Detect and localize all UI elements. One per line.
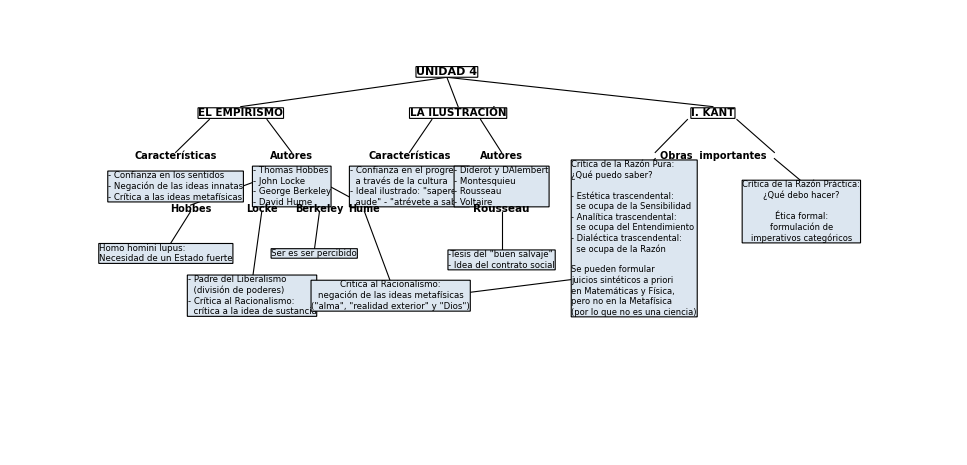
- Text: Obras  importantes: Obras importantes: [659, 151, 766, 161]
- Text: - Padre del Liberalismo
  (división de poderes)
- Crítica al Racionalismo:
  crí: - Padre del Liberalismo (división de pod…: [188, 275, 316, 316]
- Text: Rousseau: Rousseau: [473, 204, 530, 214]
- Text: - Diderot y DAlembert
- Montesquieu
- Rousseau
- Voltaire: - Diderot y DAlembert - Montesquieu - Ro…: [454, 166, 549, 206]
- Text: EL EMPIRISMO: EL EMPIRISMO: [198, 108, 283, 118]
- Text: Autores: Autores: [270, 151, 313, 161]
- Text: Ser es ser percibido: Ser es ser percibido: [272, 249, 357, 258]
- Text: Homo homini lupus:
Necesidad de un Estado fuerte: Homo homini lupus: Necesidad de un Estad…: [99, 244, 233, 263]
- Text: Características: Características: [134, 151, 217, 161]
- Text: Características: Características: [368, 151, 451, 161]
- Text: LA ILUSTRACIÓN: LA ILUSTRACIÓN: [410, 108, 507, 118]
- Text: Berkeley: Berkeley: [295, 204, 343, 214]
- Text: Crítica de la Razón Práctica:
¿Qué debo hacer?

Ética formal:
formulación de
imp: Crítica de la Razón Práctica: ¿Qué debo …: [743, 180, 861, 243]
- Text: Crítica de la Razón Pura:
¿Qué puedo saber?

- Estética trascendental:
  se ocup: Crítica de la Razón Pura: ¿Qué puedo sab…: [571, 160, 697, 317]
- Text: - Thomas Hobbes
- John Locke
- George Berkeley
- David Hume: - Thomas Hobbes - John Locke - George Be…: [252, 166, 331, 206]
- Text: -Tesis del "buen salvaje"
- Idea del contrato social: -Tesis del "buen salvaje" - Idea del con…: [449, 250, 555, 270]
- Text: Locke: Locke: [246, 204, 278, 214]
- Text: I. KANT: I. KANT: [691, 108, 735, 118]
- Text: Hobbes: Hobbes: [170, 204, 211, 214]
- Text: Critica al Racionalismo:
negación de las ideas metafísicas
("alma", "realidad ex: Critica al Racionalismo: negación de las…: [311, 280, 470, 311]
- Text: - Confianza en el progreso
  a través de la cultura
- Ideal ilustrado: "sapere
 : - Confianza en el progreso a través de l…: [350, 166, 469, 206]
- Text: UNIDAD 4: UNIDAD 4: [417, 67, 478, 77]
- Text: - Confianza en los sentidos
- Negación de las ideas innatas
- Crítica a las idea: - Confianza en los sentidos - Negación d…: [108, 171, 243, 202]
- Text: Autores: Autores: [480, 151, 523, 161]
- Text: Hume: Hume: [348, 204, 380, 214]
